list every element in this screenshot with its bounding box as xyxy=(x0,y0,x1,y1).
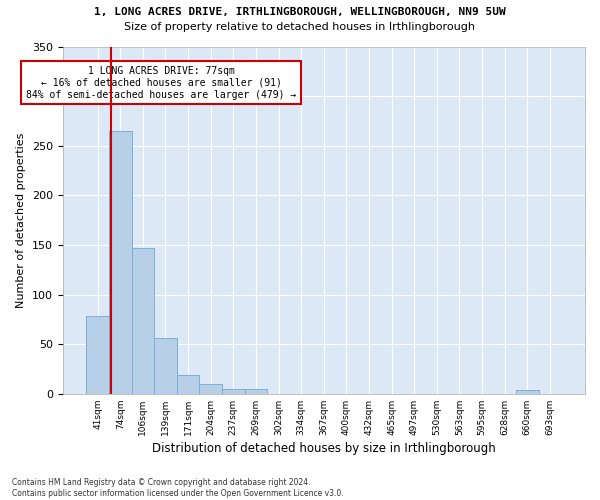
Text: 1 LONG ACRES DRIVE: 77sqm
← 16% of detached houses are smaller (91)
84% of semi-: 1 LONG ACRES DRIVE: 77sqm ← 16% of detac… xyxy=(26,66,296,100)
Bar xyxy=(86,316,109,394)
Text: Size of property relative to detached houses in Irthlingborough: Size of property relative to detached ho… xyxy=(125,22,476,32)
Bar xyxy=(199,384,222,394)
X-axis label: Distribution of detached houses by size in Irthlingborough: Distribution of detached houses by size … xyxy=(152,442,496,455)
Y-axis label: Number of detached properties: Number of detached properties xyxy=(16,132,26,308)
Bar xyxy=(177,375,199,394)
Text: Contains HM Land Registry data © Crown copyright and database right 2024.
Contai: Contains HM Land Registry data © Crown c… xyxy=(12,478,344,498)
Bar xyxy=(245,389,267,394)
Text: 1, LONG ACRES DRIVE, IRTHLINGBOROUGH, WELLINGBOROUGH, NN9 5UW: 1, LONG ACRES DRIVE, IRTHLINGBOROUGH, WE… xyxy=(94,8,506,18)
Bar xyxy=(222,389,245,394)
Bar xyxy=(154,338,177,394)
Bar xyxy=(109,131,131,394)
Bar xyxy=(516,390,539,394)
Bar xyxy=(131,248,154,394)
